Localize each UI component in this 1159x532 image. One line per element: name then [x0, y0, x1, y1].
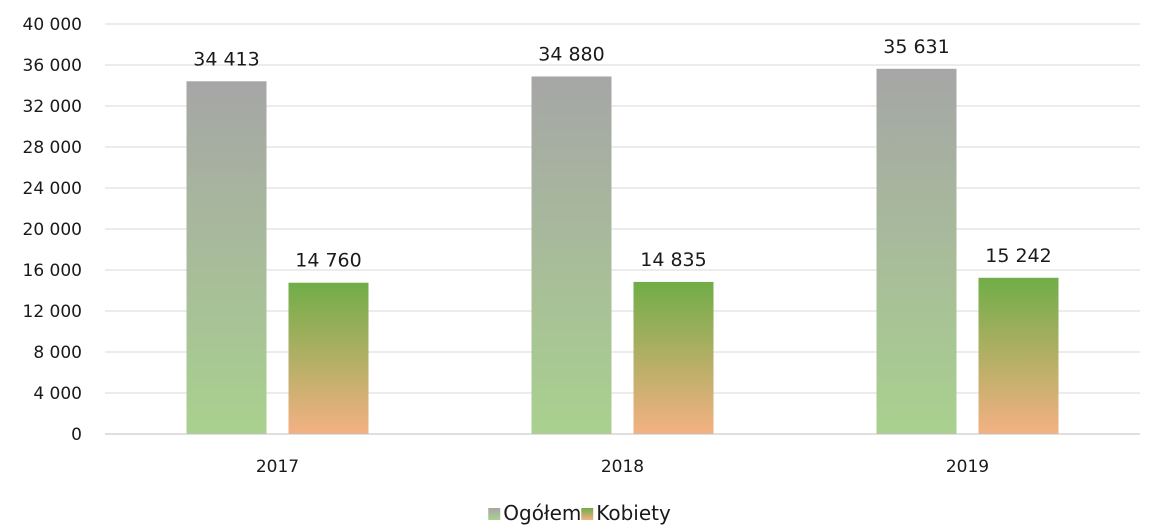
- legend-label: Kobiety: [596, 501, 671, 525]
- y-tick-label: 4 000: [33, 384, 82, 404]
- gridlines: [105, 23, 1140, 394]
- bar-kobiety-2019: [978, 277, 1059, 434]
- data-label-kobiety-2018: 14 835: [640, 249, 706, 271]
- y-tick-label: 40 000: [23, 15, 82, 35]
- x-tick-label: 2017: [256, 457, 299, 477]
- y-tick-label: 16 000: [23, 261, 82, 281]
- legend-item-ogolem: Ogółem: [488, 501, 581, 525]
- bar-ogolem-2019: [876, 68, 957, 434]
- y-tick-label: 36 000: [23, 56, 82, 76]
- y-tick-label: 32 000: [23, 97, 82, 117]
- x-axis: 2017 2018 2019: [105, 433, 1140, 477]
- data-label-ogolem-2018: 34 880: [538, 43, 604, 65]
- y-tick-label: 0: [71, 425, 82, 445]
- bars: [186, 68, 1059, 434]
- bar-ogolem-2018: [531, 76, 612, 434]
- y-tick-label: 24 000: [23, 179, 82, 199]
- bar-kobiety-2017: [288, 282, 369, 434]
- y-tick-label: 28 000: [23, 138, 82, 158]
- legend-item-kobiety: Kobiety: [581, 501, 671, 525]
- bar-ogolem-2017: [186, 81, 267, 434]
- data-labels: 34 413 14 760 34 880 14 835 35 631 15 242: [193, 36, 1051, 272]
- legend-label: Ogółem: [503, 501, 581, 525]
- legend-swatch: [488, 508, 501, 520]
- x-tick-label: 2018: [601, 457, 644, 477]
- legend: Ogółem Kobiety: [488, 501, 671, 525]
- data-label-ogolem-2017: 34 413: [193, 48, 259, 70]
- legend-swatch: [581, 508, 594, 520]
- x-tick-label: 2019: [946, 457, 989, 477]
- y-axis: 0 4 000 8 000 12 000 16 000 20 000 24 000 28 00…: [23, 15, 82, 445]
- y-tick-label: 12 000: [23, 302, 82, 322]
- data-label-kobiety-2019: 15 242: [985, 245, 1051, 267]
- data-label-ogolem-2019: 35 631: [883, 36, 949, 58]
- data-label-kobiety-2017: 14 760: [295, 250, 361, 272]
- y-tick-label: 20 000: [23, 220, 82, 240]
- bar-kobiety-2018: [633, 281, 714, 434]
- y-tick-label: 8 000: [33, 343, 82, 363]
